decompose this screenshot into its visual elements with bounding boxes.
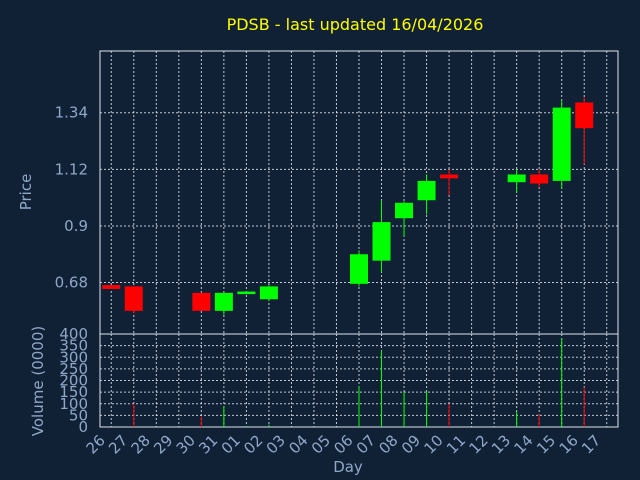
price-tick-label: 1.34 — [55, 104, 88, 122]
volume-tick-label: 0 — [78, 418, 88, 436]
volume-tick-label: 50 — [69, 406, 88, 424]
candle-body — [372, 222, 391, 261]
candle-body — [192, 292, 211, 311]
volume-tick-label: 400 — [59, 325, 88, 343]
candle-body — [124, 286, 143, 311]
price-tick-label: 0.9 — [64, 217, 88, 235]
candle-body — [259, 286, 278, 300]
candle-body — [440, 174, 459, 179]
day-tick-labels: 2627282930310102030405060708091011121314… — [83, 431, 605, 457]
volume-tick-label: 200 — [59, 372, 88, 390]
volume-tick-label: 300 — [59, 348, 88, 366]
price-panel: 0.68 0.9 1.12 1.34 — [55, 50, 619, 335]
candle-body — [530, 174, 549, 184]
candle-body — [575, 102, 594, 129]
candle-body — [507, 174, 526, 183]
candle-body — [417, 180, 436, 201]
candle-body — [102, 285, 121, 289]
volume-axis-title: Volume (0000) — [29, 326, 47, 436]
candle-body — [350, 254, 368, 284]
candle-body — [552, 107, 571, 181]
volume-tick-label: 150 — [59, 383, 88, 401]
day-axis-title: Day — [333, 458, 363, 476]
chart-title: PDSB - last updated 16/04/2026 — [227, 15, 484, 34]
volume-tick-label: 100 — [59, 395, 88, 413]
candle-body — [237, 291, 256, 295]
day-tick-label: 17 — [578, 431, 604, 457]
candle-body — [214, 292, 233, 311]
volume-tick-label: 350 — [59, 337, 88, 355]
volume-tick-label: 250 — [59, 360, 88, 378]
price-axis-title: Price — [17, 174, 35, 211]
price-tick-label: 1.12 — [55, 160, 88, 178]
price-tick-label: 0.68 — [55, 274, 88, 292]
candle-body — [395, 202, 414, 219]
